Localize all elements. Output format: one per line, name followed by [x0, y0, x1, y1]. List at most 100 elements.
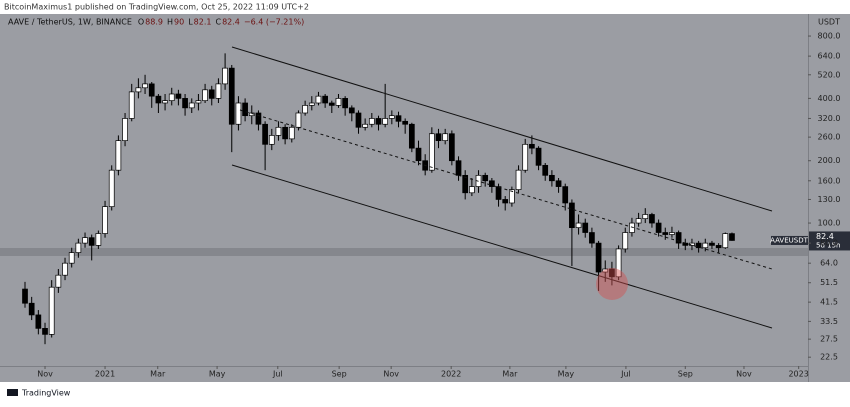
candle-body: [182, 98, 188, 109]
candle-body: [235, 102, 242, 125]
y-tick-label: 100.0: [818, 219, 841, 228]
candle-body: [95, 233, 102, 246]
candle-body: [62, 262, 68, 276]
x-tick-label: 2022: [441, 370, 461, 379]
candle-body: [675, 232, 682, 244]
brand-logo: [7, 389, 18, 396]
y-tick-label: 27.5: [820, 335, 838, 344]
candle-body: [729, 233, 735, 241]
price-tag-countdown: 5d 15h: [816, 241, 840, 249]
x-tick-label: Mar: [502, 370, 518, 379]
candle-body: [142, 83, 148, 89]
candle-body: [408, 123, 415, 149]
candle-body: [722, 233, 729, 249]
y-tick-label: 130.0: [818, 195, 841, 204]
candle-body: [522, 143, 529, 171]
price-tag-name: AAVEUSDT: [770, 236, 808, 244]
candle-body: [195, 100, 202, 104]
candle-body: [469, 186, 475, 194]
candle-body: [609, 268, 615, 278]
y-tick-label: 33.5: [820, 317, 838, 326]
legend-value: 88.9: [145, 18, 163, 27]
x-tick-label: Mar: [150, 370, 166, 379]
legend-title: AAVE / TetherUS, 1W, BINANCE: [8, 18, 132, 27]
candle-body: [75, 242, 82, 253]
y-tick-label: 80.0: [820, 239, 838, 248]
candle-body: [602, 268, 609, 273]
legend-value: 82.4: [222, 18, 240, 27]
x-tick-label: Nov: [37, 370, 53, 379]
candle-body: [395, 115, 402, 122]
candle-body: [509, 189, 515, 204]
candle-body: [168, 93, 175, 102]
channel-upper: [231, 46, 773, 212]
candle-body: [695, 242, 702, 249]
candle-body: [402, 120, 409, 125]
candle-body: [362, 123, 369, 128]
candle-body: [228, 67, 235, 125]
candle-body: [128, 91, 135, 119]
legend-prefix: L: [188, 18, 193, 27]
publisher-line: BitcoinMaximus1 published on TradingView…: [4, 3, 309, 12]
candle-body: [595, 242, 602, 273]
candle-body: [662, 232, 669, 235]
candle-body: [569, 202, 575, 229]
y-tick-label: 800.0: [818, 32, 841, 41]
candle-body: [715, 245, 722, 249]
x-tick-label: May: [558, 370, 575, 379]
candle-body: [348, 107, 355, 114]
candle-body: [215, 83, 222, 99]
candle-body: [28, 302, 35, 316]
y-unit: USDT: [818, 18, 840, 27]
candle-body: [549, 174, 555, 182]
candle-body: [48, 286, 55, 335]
candle-body: [255, 112, 262, 125]
y-tick-label: 22.5: [820, 353, 838, 362]
candle-body: [635, 218, 642, 224]
candle-body: [709, 242, 715, 246]
candle-body: [155, 95, 162, 104]
candle-body: [649, 214, 655, 224]
candle-body: [642, 214, 649, 220]
candle-body: [669, 232, 675, 235]
price-tag-name-bg: [771, 235, 808, 245]
candle-body: [575, 222, 582, 229]
candle-body: [442, 133, 449, 141]
highlight-circle: [596, 268, 628, 300]
y-tick-label: 64.0: [820, 259, 838, 268]
candle-body: [529, 143, 535, 149]
candle-body: [368, 118, 375, 125]
x-tick-label: Nov: [383, 370, 399, 379]
candle-body: [315, 95, 322, 104]
candle-body: [328, 102, 335, 106]
candle-body: [122, 118, 128, 141]
y-tick-label: 160.0: [818, 176, 841, 185]
y-tick-label: 41.5: [820, 298, 838, 307]
candle-body: [428, 133, 435, 171]
candle-body: [589, 232, 595, 244]
price-tag-value: 82.4: [816, 232, 834, 241]
y-tick-label: 200.0: [818, 156, 841, 165]
x-tick-label: 2021: [95, 370, 115, 379]
candle-body: [615, 248, 622, 278]
candle-body: [88, 237, 95, 246]
candle-body: [415, 147, 422, 162]
candle-body: [222, 67, 228, 85]
legend-prefix: H: [167, 18, 173, 27]
legend-value: 90: [174, 18, 184, 27]
candle-body: [629, 222, 635, 233]
candle-body: [455, 160, 462, 176]
candle-body: [35, 314, 42, 329]
candle-body: [42, 328, 48, 335]
price-tag-bg: [809, 231, 850, 251]
x-tick-label: Sep: [332, 370, 347, 379]
chart-area: [0, 14, 850, 382]
candle-body: [115, 140, 122, 171]
support-band: [0, 248, 808, 256]
y-tick-label: 51.5: [820, 278, 838, 287]
candle-body: [482, 174, 489, 182]
candle-body: [462, 174, 469, 194]
candle-body: [302, 105, 308, 114]
